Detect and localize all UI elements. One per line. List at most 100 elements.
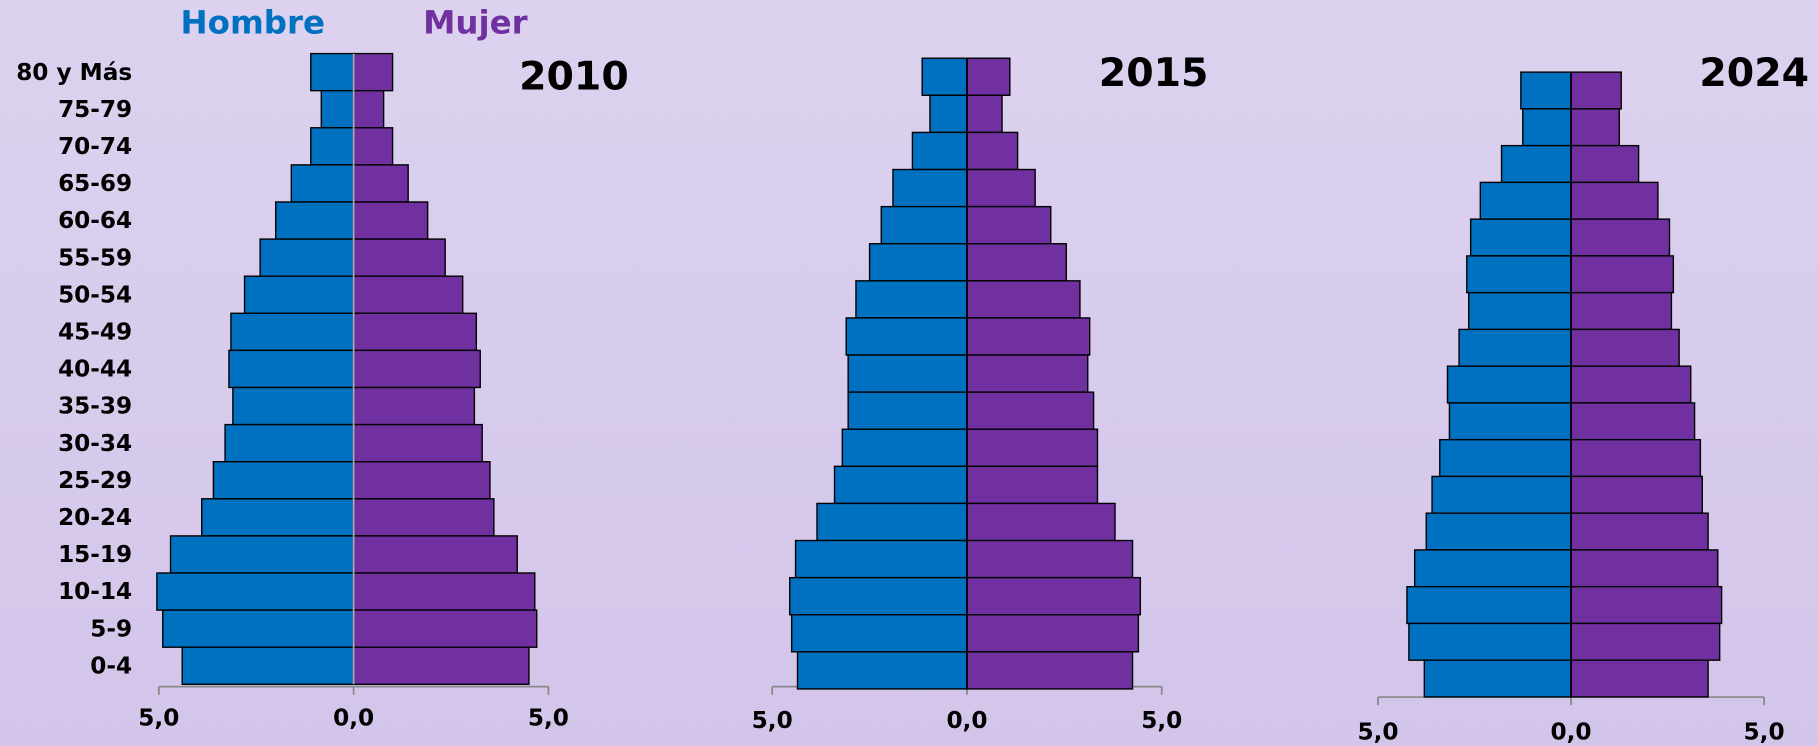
x-tick-label: 5,0 <box>1744 719 1785 746</box>
bar <box>1570 512 1709 551</box>
y-tick-label: 70-74 <box>58 133 132 160</box>
bar <box>352 423 483 463</box>
bar <box>352 312 478 352</box>
bar <box>352 238 446 277</box>
bar <box>841 428 968 468</box>
bar <box>1570 585 1723 625</box>
bar <box>911 131 968 171</box>
bar <box>833 465 968 505</box>
bar <box>352 386 476 426</box>
bar <box>1469 218 1572 257</box>
bar <box>243 275 355 314</box>
bar <box>352 275 464 314</box>
bar <box>880 205 968 245</box>
bar <box>966 391 1095 430</box>
bar <box>966 651 1134 690</box>
bar <box>1466 255 1572 294</box>
y-tick-label: 15-19 <box>58 541 132 568</box>
bar <box>1570 549 1719 588</box>
bar <box>320 89 355 129</box>
y-tick-label: 75-79 <box>58 96 132 123</box>
bar <box>1570 181 1659 220</box>
bar <box>352 164 409 203</box>
bar <box>290 164 355 203</box>
bar <box>310 127 355 166</box>
bar <box>310 52 355 92</box>
chart-title: 2015 <box>1099 50 1209 96</box>
y-tick-label: 0-4 <box>90 652 132 679</box>
bar <box>1468 291 1572 331</box>
bar <box>181 646 355 686</box>
bar <box>1522 108 1572 147</box>
bar <box>1570 218 1671 257</box>
y-tick-label: 35-39 <box>58 393 132 420</box>
bar <box>352 89 385 129</box>
bar <box>966 576 1142 616</box>
x-tick-label: 0,0 <box>333 705 374 732</box>
bar <box>966 243 1068 282</box>
bar <box>352 609 538 648</box>
bar <box>855 280 968 319</box>
y-tick-label: 45-49 <box>58 318 132 345</box>
bar <box>966 539 1134 579</box>
bar <box>352 201 429 240</box>
bar <box>966 614 1140 653</box>
bar <box>966 317 1091 356</box>
bar <box>259 238 355 277</box>
y-tick-label: 55-59 <box>58 244 132 271</box>
bar <box>169 535 355 574</box>
bar <box>352 349 481 389</box>
x-tick-label: 5,0 <box>1141 707 1182 734</box>
bar <box>816 502 968 542</box>
bar <box>352 646 530 686</box>
bar <box>966 168 1036 208</box>
bar <box>232 386 355 426</box>
bar <box>789 576 968 616</box>
bar <box>1570 659 1709 698</box>
y-tick-label: 20-24 <box>58 504 132 531</box>
bar <box>1570 108 1620 147</box>
bar <box>275 201 355 240</box>
bar <box>847 354 968 393</box>
bar <box>352 498 495 537</box>
legend-entry: Hombre <box>180 4 325 42</box>
x-tick-label: 5,0 <box>138 705 179 732</box>
bar <box>352 52 394 92</box>
bar <box>1406 585 1572 625</box>
bar <box>1408 622 1572 661</box>
bar <box>966 280 1081 319</box>
y-tick-label: 80 y Más <box>16 59 132 86</box>
bar <box>966 465 1099 505</box>
bar <box>966 94 1003 134</box>
bar <box>966 428 1099 468</box>
y-tick-label: 65-69 <box>58 170 132 197</box>
bar <box>1413 549 1572 588</box>
bar <box>1458 328 1572 367</box>
bar <box>224 423 355 463</box>
bar <box>966 131 1019 171</box>
x-tick-label: 5,0 <box>752 707 793 734</box>
bar <box>1520 71 1572 110</box>
bar <box>796 651 968 690</box>
bar <box>794 539 968 579</box>
bar <box>847 391 968 430</box>
y-tick-label: 10-14 <box>58 578 132 605</box>
bar <box>1423 659 1572 698</box>
bar <box>228 349 355 389</box>
bar <box>1570 71 1622 110</box>
bar <box>162 609 355 648</box>
bar <box>1479 181 1572 220</box>
bar <box>1570 328 1680 367</box>
bar <box>352 535 518 574</box>
bar <box>1500 144 1572 184</box>
bar <box>352 461 491 500</box>
bar <box>1570 255 1675 294</box>
x-tick-label: 0,0 <box>946 707 987 734</box>
legend-entry: Mujer <box>423 4 528 42</box>
y-tick-label: 50-54 <box>58 281 132 308</box>
x-tick-label: 5,0 <box>1357 719 1398 746</box>
y-tick-label: 5-9 <box>90 615 132 642</box>
bar <box>352 127 394 166</box>
bar <box>1446 365 1572 404</box>
